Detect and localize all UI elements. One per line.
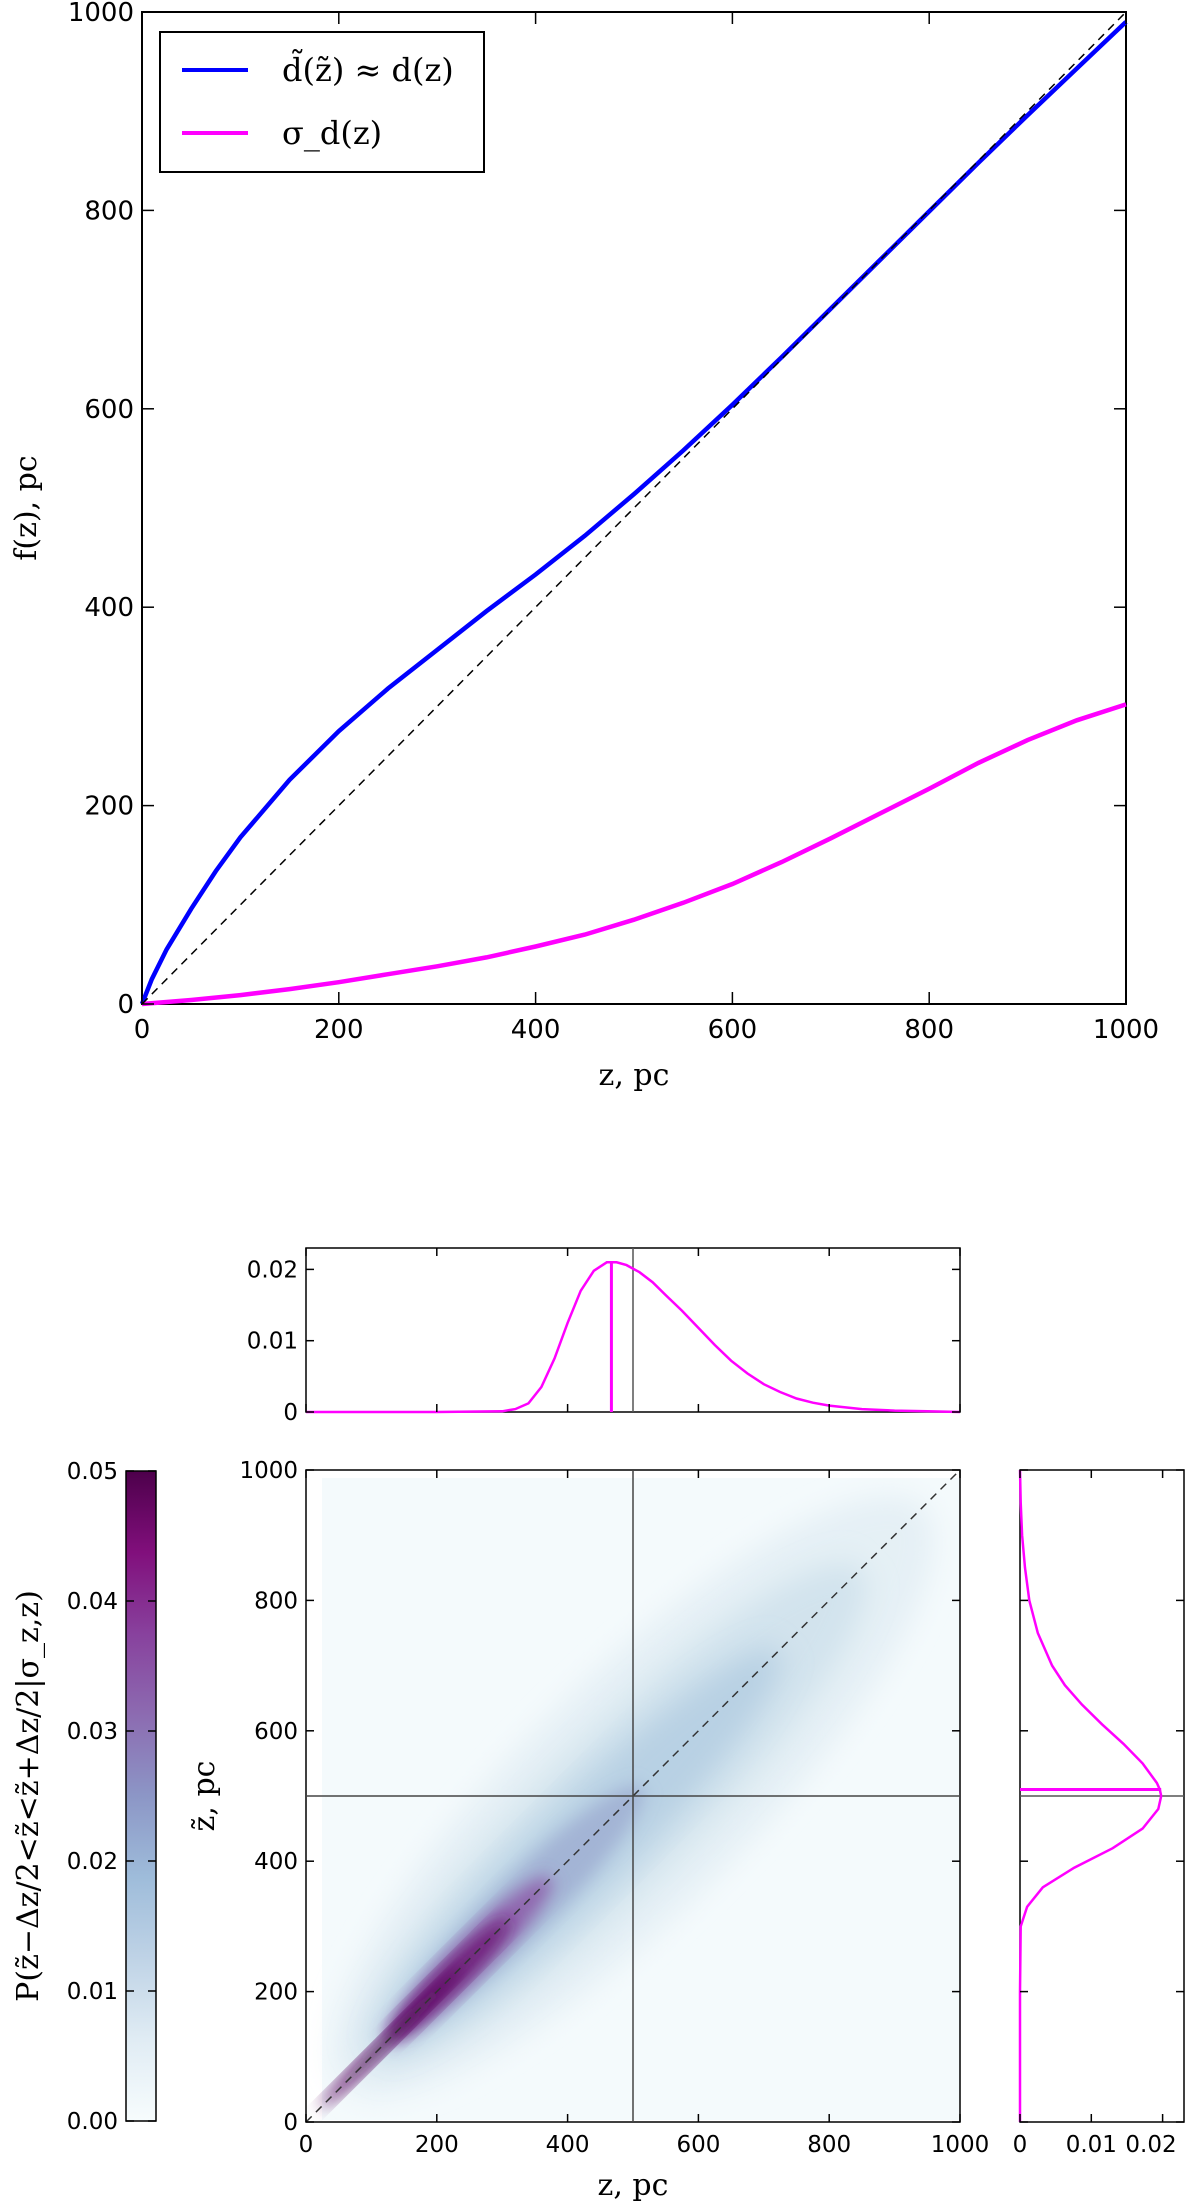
series-line-2	[141, 11, 1127, 1005]
colorbar-tick-label: 0.04	[67, 1589, 118, 1615]
heatmap-y-tick-label: 200	[254, 1980, 298, 2006]
heatmap-overlay	[305, 1469, 961, 2123]
series-line-1	[141, 702, 1127, 1007]
top-y-ticks: 0 200 400 600 800 1000	[68, 0, 1126, 1020]
distance-chart: 0 200 400 600 800 1000 0 200 400 600 800 1000 z, p…	[9, 0, 1159, 1093]
colorbar-ticks: 0.00 0.01 0.02 0.03 0.04 0.05	[67, 1459, 156, 2135]
colorbar-gradient	[125, 1470, 157, 2122]
heatmap-x-tick-label: 800	[807, 2132, 851, 2158]
top-x-axis-label: z, pc	[599, 1058, 670, 1093]
x-tick-label: 800	[904, 1015, 954, 1045]
x-tick-label: 200	[314, 1015, 364, 1045]
series-line-0	[139, 20, 1128, 1005]
y-tick-label: 0	[117, 990, 134, 1020]
heatmap-y-tick-label: 1000	[239, 1458, 298, 1484]
heatmap-x-tick-label: 0	[299, 2132, 314, 2158]
y-tick-label: 800	[84, 196, 134, 226]
x-tick-label: 0	[134, 1015, 151, 1045]
top-marginal-y-label: 0.01	[247, 1329, 298, 1355]
heatmap-y-tick-label: 600	[254, 1719, 298, 1745]
heatmap-chart: 0 200 400 600 800 1000 0 200 400 600 800 1000 z, p…	[187, 1458, 990, 2203]
heatmap-y-tick-label: 400	[254, 1849, 298, 1875]
heatmap-x-axis-label: z, pc	[598, 2168, 669, 2203]
right-marginal-x-label: 0	[1013, 2132, 1028, 2158]
y-tick-label: 400	[84, 593, 134, 623]
right-marginal-chart: 0 0.01 0.02	[1013, 1469, 1185, 2158]
legend-label-dtilde: d̃(z̃) ≈ d(z)	[282, 50, 454, 89]
top-marginal-y-label: 0	[283, 1400, 298, 1426]
top-x-ticks: 0 200 400 600 800 1000	[134, 12, 1159, 1045]
heatmap-y-tick-label: 0	[283, 2110, 298, 2136]
heatmap-x-tick-label: 400	[546, 2132, 590, 2158]
right-marginal-x-label: 0.02	[1125, 2132, 1176, 2158]
colorbar-tick-label: 0.02	[67, 1849, 118, 1875]
y-tick-label: 600	[84, 395, 134, 425]
right-marginal-x-label: 0.01	[1066, 2132, 1117, 2158]
heatmap-y-axis-label: z̃, pc	[187, 1761, 222, 1832]
y-tick-label: 200	[84, 792, 134, 822]
colorbar-tick-label: 0.03	[67, 1719, 118, 1745]
top-marginal-curve	[306, 1261, 961, 1414]
colorbar: 0.00 0.01 0.02 0.03 0.04 0.05 P(z̃−Δz/2<z̃<z̃…	[11, 1459, 157, 2135]
x-tick-label: 400	[511, 1015, 561, 1045]
top-marginal-series: 0 0.01 0.02	[247, 1248, 961, 1426]
x-tick-label: 1000	[1093, 1015, 1159, 1045]
right-marginal-curve	[1018, 1469, 1163, 2122]
colorbar-tick-label: 0.01	[67, 1979, 118, 2005]
heatmap-y-ticks: 0 200 400 600 800 1000	[239, 1458, 960, 2136]
heatmap-x-tick-label: 600	[676, 2132, 720, 2158]
top-marginal-y-label: 0.02	[247, 1257, 298, 1283]
legend: d̃(z̃) ≈ d(z) σ_d(z)	[159, 31, 485, 173]
colorbar-label: P(z̃−Δz/2<z̃<z̃+Δz/2|σ_z,z)	[11, 1590, 46, 2002]
top-series	[139, 11, 1128, 1007]
heatmap-x-ticks: 0 200 400 600 800 1000	[299, 1470, 990, 2158]
right-marginal-series: 0 0.01 0.02	[1013, 1469, 1184, 2158]
colorbar-tick-label: 0.05	[67, 1459, 118, 1485]
heatmap-x-tick-label: 1000	[931, 2132, 990, 2158]
heatmap-y-tick-label: 800	[254, 1588, 298, 1614]
top-y-axis-label: f(z), pc	[9, 455, 44, 560]
top-marginal-chart: 0 0.01 0.02	[247, 1247, 961, 1426]
y-tick-label: 1000	[68, 0, 134, 28]
legend-label-sigma: σ_d(z)	[282, 114, 382, 152]
colorbar-tick-label: 0.00	[67, 2109, 118, 2135]
heatmap-x-tick-label: 200	[415, 2132, 459, 2158]
x-tick-label: 600	[708, 1015, 758, 1045]
top-plot-frame	[141, 11, 1127, 1005]
legend-box	[159, 31, 485, 173]
